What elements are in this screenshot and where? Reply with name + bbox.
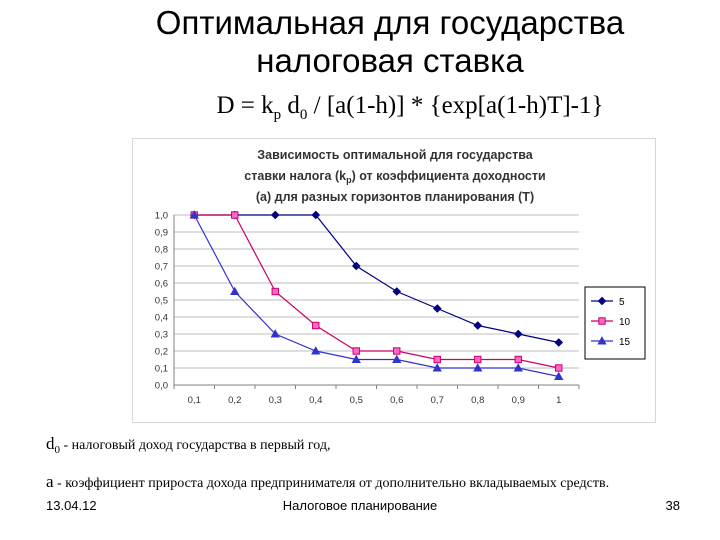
data-point-5 [513, 329, 523, 339]
data-point-15 [351, 354, 361, 363]
data-point-15 [189, 210, 199, 219]
data-point-10 [433, 355, 441, 364]
y-tick-label: 0,3 [155, 330, 168, 341]
data-point-10 [514, 355, 522, 364]
x-tick-label: 0,2 [228, 395, 241, 406]
y-tick-label: 0,1 [155, 364, 168, 375]
footer-title: Налоговое планирование [282, 498, 438, 513]
data-point-10 [231, 211, 239, 219]
data-point-10 [312, 321, 320, 330]
chart-title-line2: ставки налога (kр) от коэффициента доход… [244, 169, 545, 185]
formula-lhs: D = k [216, 92, 274, 119]
x-tick-label: 0,4 [309, 395, 322, 406]
data-point-10 [271, 287, 279, 296]
chart: Зависимость оптимальной для государства … [155, 148, 646, 406]
legend-marker-15 [597, 336, 607, 345]
data-point-5 [473, 321, 483, 330]
formula-rhs: / [a(1-h)] * {exp[a(1-h)T]-1} [307, 92, 604, 119]
data-point-5 [432, 304, 442, 313]
note-d0-symbol: d [46, 434, 55, 453]
note-a-text: - коэффициент прироста дохода предприним… [53, 476, 610, 491]
data-point-15 [311, 346, 321, 355]
note-d0: d0 - налоговый доход государства в первы… [46, 434, 330, 456]
chart-title-line3: (а) для разных горизонтов планирования (… [256, 190, 534, 204]
y-tick-label: 1,0 [155, 211, 168, 222]
x-tick-label: 1 [556, 395, 561, 406]
data-point-15 [270, 329, 280, 338]
chart-title-line2-b: ) от коэффициента доходности [352, 169, 546, 183]
y-tick-label: 0,4 [155, 313, 168, 324]
data-point-15 [230, 286, 240, 295]
data-point-10 [352, 347, 360, 355]
chart-title-line2-a: ставки налога (k [244, 169, 346, 183]
data-point-5 [351, 261, 361, 271]
data-point-5 [392, 287, 402, 296]
chart-title: Зависимость оптимальной для государства … [244, 148, 545, 204]
series-line-10 [194, 214, 559, 369]
y-tick-label: 0,0 [155, 381, 168, 392]
data-point-15 [554, 371, 564, 380]
slide-title-line2: налоговая ставка [256, 42, 524, 79]
y-tick-label: 0,9 [155, 228, 168, 239]
data-point-10 [474, 355, 482, 364]
footer-page-number: 38 [665, 498, 680, 513]
legend-label-10: 10 [619, 317, 631, 328]
note-a: a - коэффициент прироста дохода предприн… [46, 472, 609, 492]
data-point-5 [270, 210, 280, 220]
y-tick-label: 0,7 [155, 262, 168, 273]
chart-title-line1: Зависимость оптимальной для государства [257, 148, 533, 162]
y-tick-label: 0,2 [155, 347, 168, 358]
x-tick-label: 0,1 [188, 395, 201, 406]
series-line-15 [193, 214, 559, 378]
note-d0-text: - налоговый доход государства в первый г… [60, 438, 331, 453]
data-point-15 [513, 363, 523, 372]
formula-sub-0: 0 [299, 107, 308, 123]
data-point-5 [554, 338, 564, 347]
x-tick-label: 0,3 [269, 395, 282, 406]
data-point-15 [392, 354, 402, 363]
x-tick-label: 0,6 [390, 395, 403, 406]
y-tick-label: 0,6 [155, 279, 168, 290]
slide-title: Оптимальная для государства налоговая ст… [110, 4, 670, 80]
slide-title-line1: Оптимальная для государства [155, 4, 625, 41]
legend-box [584, 286, 646, 360]
legend-label-5: 5 [619, 297, 625, 308]
note-d0-sub: 0 [54, 443, 61, 456]
formula: D = kp d0 / [a(1-h)] * {exp[a(1-h)T]-1} [150, 92, 670, 124]
chart-title-line2-sub: р [346, 175, 352, 185]
footer-date: 13.04.12 [46, 498, 97, 513]
x-tick-label: 0,7 [431, 395, 444, 406]
series-line-5 [194, 214, 559, 344]
x-tick-label: 0,5 [350, 395, 363, 406]
chart-panel: Зависимость оптимальной для государства … [132, 138, 656, 423]
formula-sub-p: p [273, 107, 282, 123]
y-tick-label: 0,8 [155, 245, 168, 256]
legend-marker-5 [597, 296, 607, 306]
data-point-15 [473, 363, 483, 372]
y-tick-label: 0,5 [155, 296, 168, 307]
formula-mid: d [281, 92, 300, 119]
data-point-15 [432, 363, 442, 372]
data-point-10 [393, 347, 401, 355]
data-point-10 [555, 364, 563, 372]
note-a-symbol: a [46, 472, 54, 491]
x-tick-label: 0,9 [512, 395, 525, 406]
legend-label-15: 15 [619, 337, 631, 348]
x-tick-label: 0,8 [471, 395, 484, 406]
data-point-5 [311, 210, 321, 220]
legend-marker-10 [598, 317, 606, 325]
